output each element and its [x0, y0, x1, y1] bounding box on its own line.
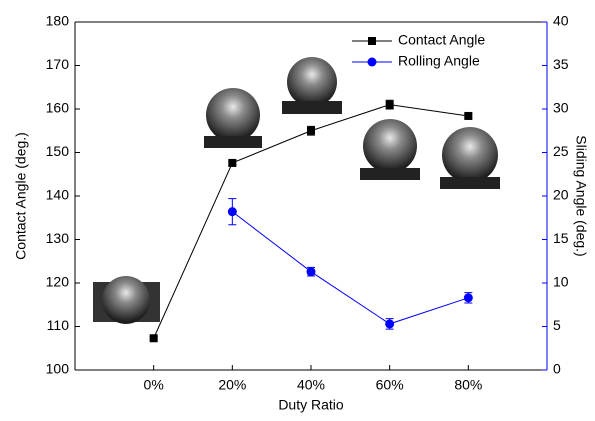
data-point	[228, 158, 237, 167]
y2-tick-label: 30	[553, 100, 569, 116]
y-tick-label: 130	[46, 230, 70, 246]
y2-tick-label: 0	[553, 361, 561, 377]
droplet-images	[93, 57, 500, 324]
y-tick-label: 170	[46, 56, 70, 72]
y2-tick-label: 5	[553, 317, 561, 333]
data-point	[464, 111, 473, 120]
y-tick-label: 150	[46, 143, 70, 159]
data-point	[463, 293, 473, 303]
series-line	[232, 211, 469, 325]
legend-marker	[367, 57, 377, 67]
y-tick-label: 160	[46, 100, 70, 116]
y-tick-label: 110	[47, 317, 70, 333]
legend-label: Contact Angle	[398, 32, 485, 48]
data-point	[385, 319, 395, 329]
y-tick-label: 120	[46, 274, 70, 290]
x-tick-label: 0%	[144, 377, 164, 393]
y-axis-label: Contact Angle (deg.)	[13, 132, 29, 260]
x-axis-label: Duty Ratio	[278, 397, 344, 413]
y2-axis-label: Sliding Angle (deg.)	[573, 135, 589, 256]
data-point	[385, 100, 394, 109]
series-line	[153, 104, 469, 339]
y-tick-label: 100	[46, 361, 70, 377]
legend-marker	[368, 37, 376, 45]
y2-tick-label: 25	[553, 143, 569, 159]
data-point	[149, 334, 158, 343]
data-point	[306, 267, 316, 277]
x-tick-label: 60%	[376, 377, 404, 393]
y-tick-label: 140	[46, 187, 70, 203]
y-tick-label: 180	[46, 13, 70, 29]
data-point	[227, 207, 237, 217]
data-point	[307, 126, 315, 135]
x-tick-label: 20%	[218, 377, 246, 393]
legend-label: Rolling Angle	[398, 53, 480, 69]
y2-tick-label: 20	[553, 187, 569, 203]
y2-tick-label: 10	[553, 274, 569, 290]
x-tick-label: 80%	[454, 377, 482, 393]
y2-tick-label: 15	[553, 230, 569, 246]
y2-tick-label: 40	[553, 13, 569, 29]
y2-tick-label: 35	[553, 56, 569, 72]
x-tick-label: 40%	[297, 377, 325, 393]
